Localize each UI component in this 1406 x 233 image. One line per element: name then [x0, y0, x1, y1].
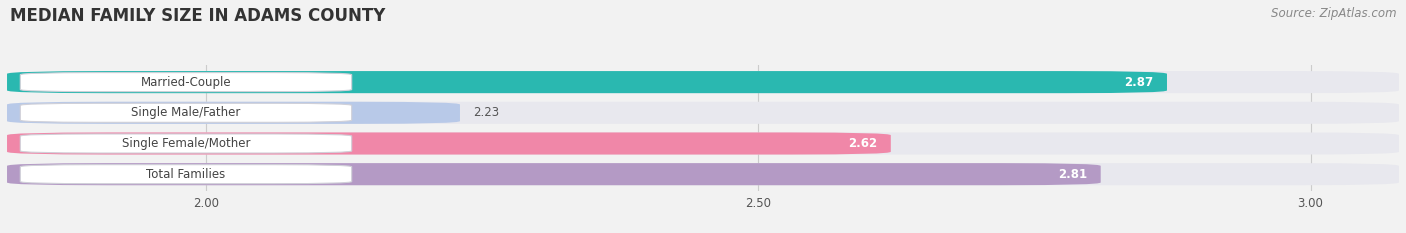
Text: 2.23: 2.23: [474, 106, 499, 119]
Text: Single Female/Mother: Single Female/Mother: [122, 137, 250, 150]
FancyBboxPatch shape: [7, 102, 1399, 124]
FancyBboxPatch shape: [7, 163, 1399, 185]
FancyBboxPatch shape: [7, 71, 1167, 93]
FancyBboxPatch shape: [20, 165, 352, 184]
Text: Source: ZipAtlas.com: Source: ZipAtlas.com: [1271, 7, 1396, 20]
Text: MEDIAN FAMILY SIZE IN ADAMS COUNTY: MEDIAN FAMILY SIZE IN ADAMS COUNTY: [10, 7, 385, 25]
Text: Single Male/Father: Single Male/Father: [131, 106, 240, 119]
Text: Married-Couple: Married-Couple: [141, 76, 232, 89]
FancyBboxPatch shape: [7, 132, 891, 154]
FancyBboxPatch shape: [7, 71, 1399, 93]
FancyBboxPatch shape: [7, 102, 460, 124]
FancyBboxPatch shape: [20, 134, 352, 153]
Text: 2.87: 2.87: [1125, 76, 1154, 89]
FancyBboxPatch shape: [20, 73, 352, 92]
FancyBboxPatch shape: [20, 103, 352, 122]
Text: Total Families: Total Families: [146, 168, 225, 181]
Text: 2.81: 2.81: [1059, 168, 1087, 181]
Text: 2.62: 2.62: [848, 137, 877, 150]
FancyBboxPatch shape: [7, 132, 1399, 154]
FancyBboxPatch shape: [7, 163, 1101, 185]
